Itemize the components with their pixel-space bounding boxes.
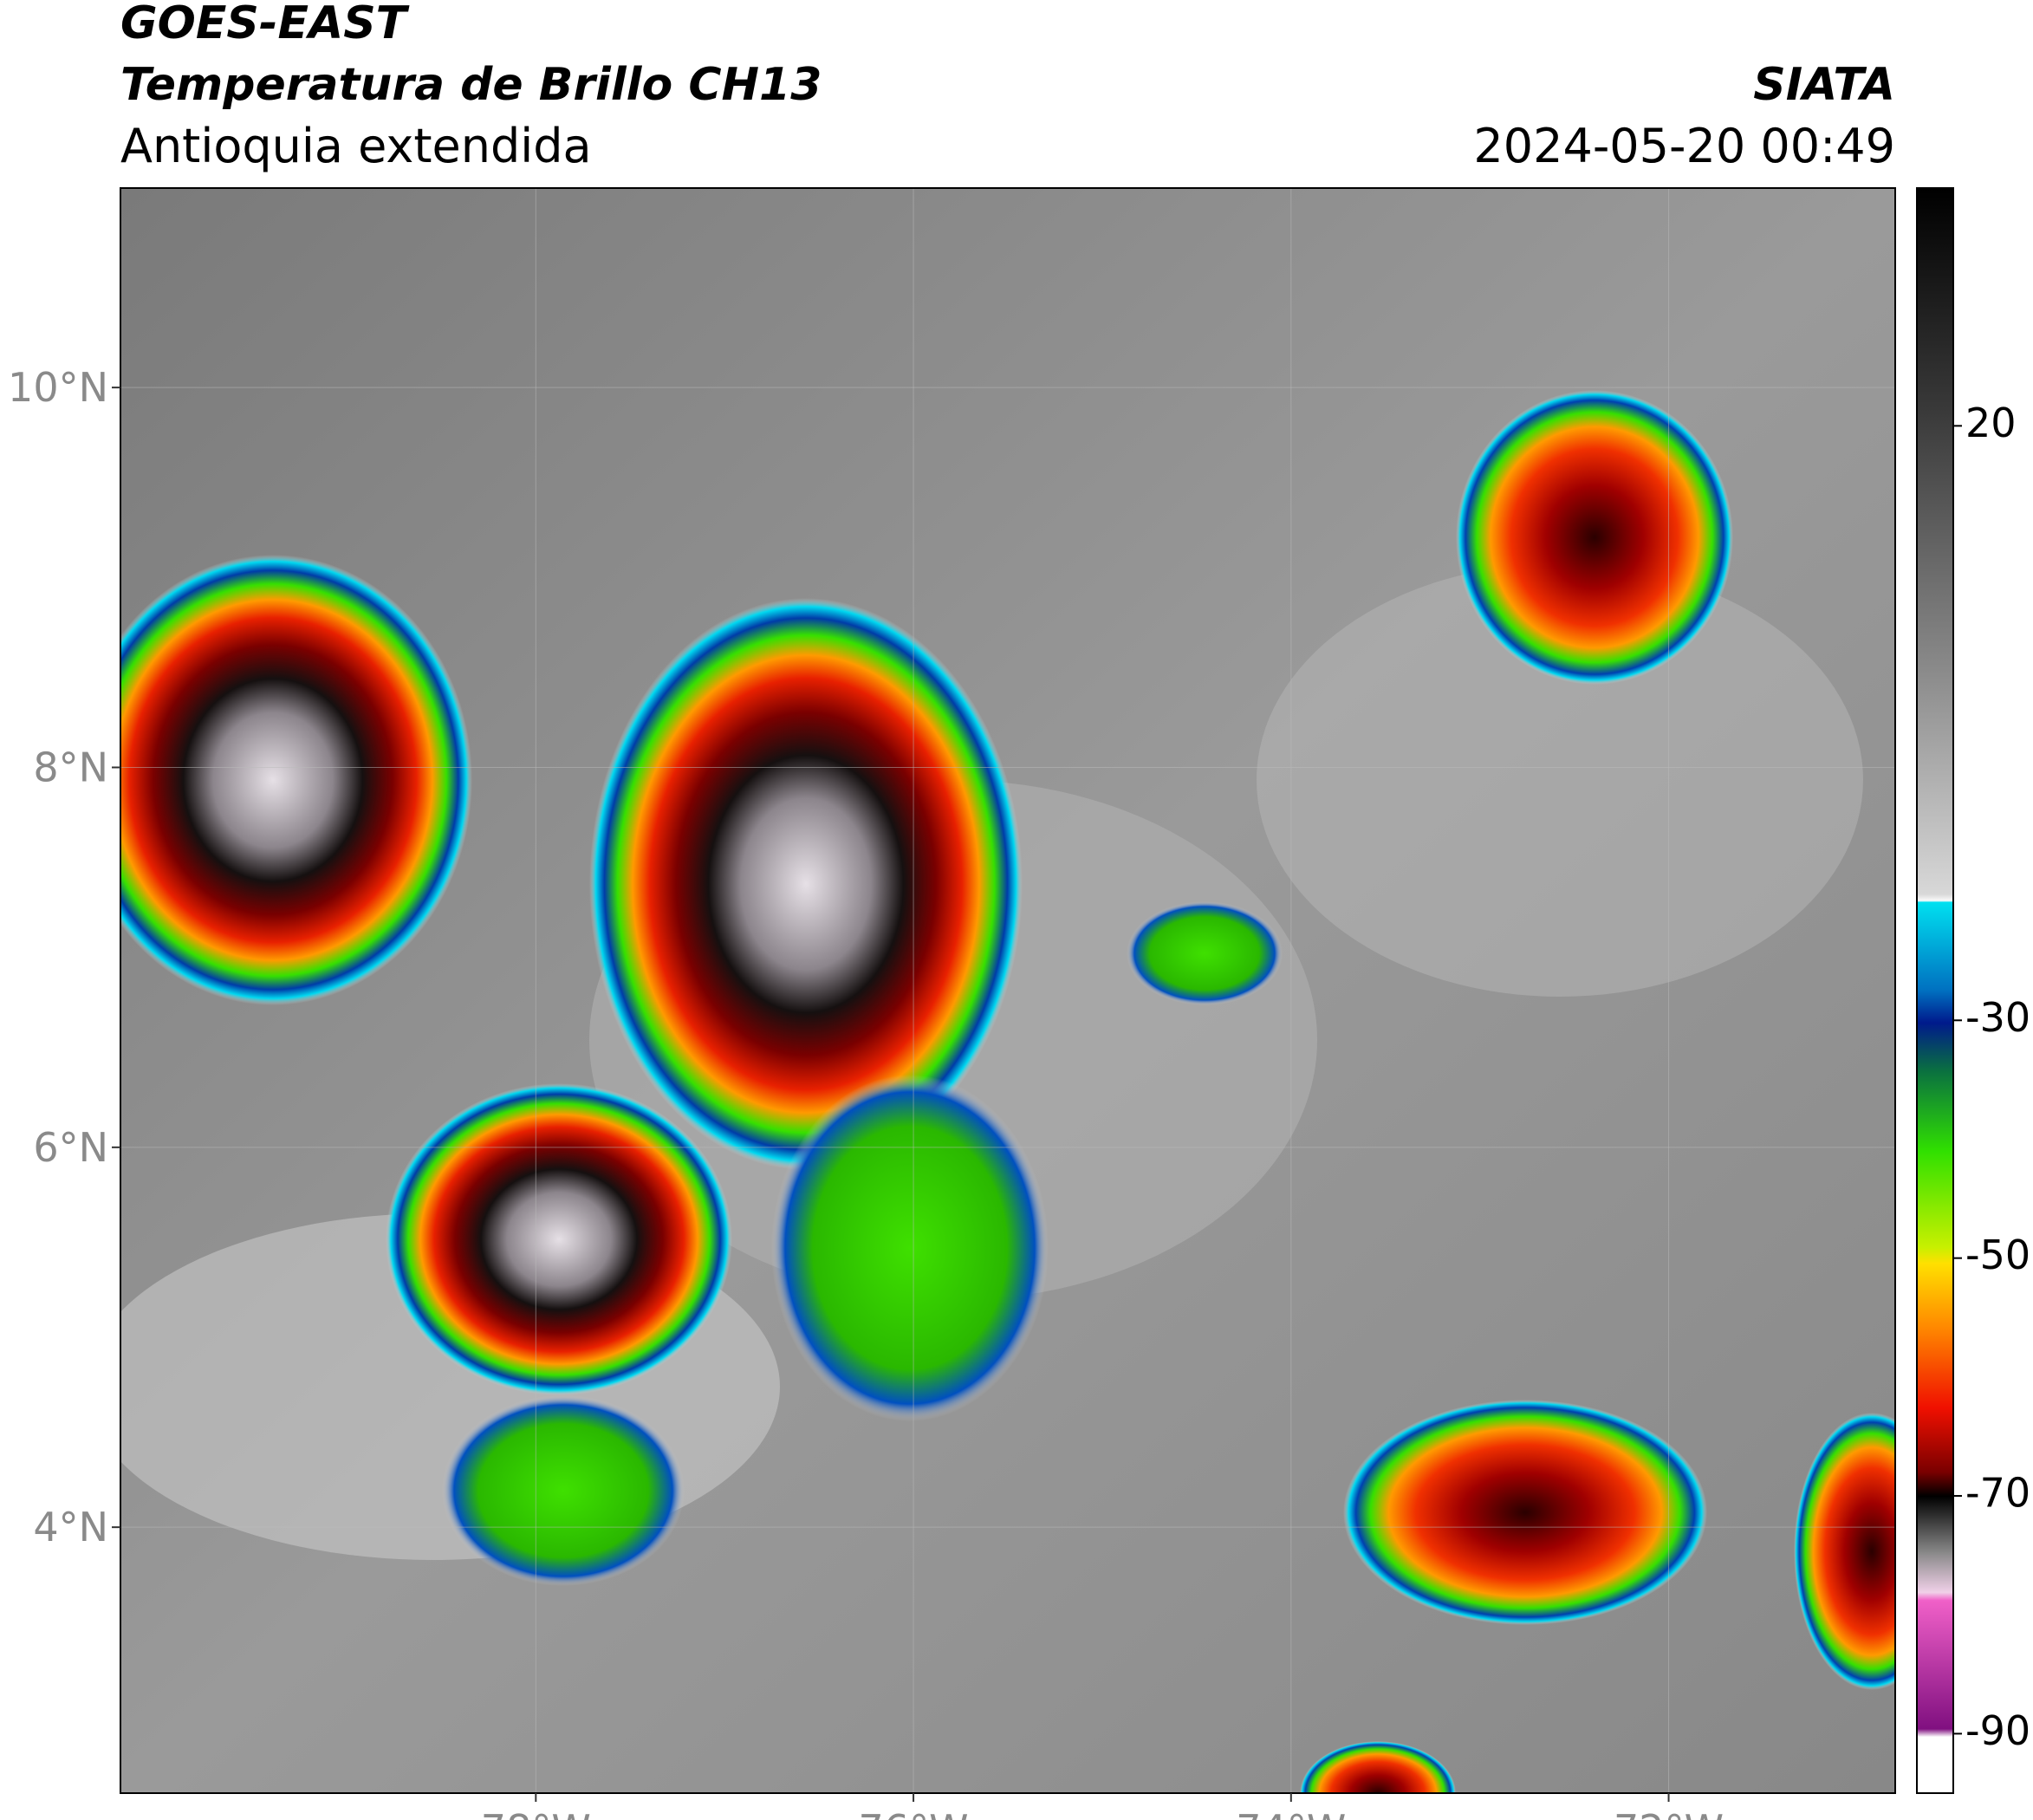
colorbar-tick-label: -30: [1965, 994, 2030, 1041]
source: SIATA: [1753, 59, 1895, 111]
region: Antioquia extendida: [120, 119, 592, 173]
subtitle: Temperatura de Brillo CH13: [120, 59, 822, 111]
datetime: 2024-05-20 00:49: [1473, 119, 1895, 173]
colorbar-tick-label: 20: [1965, 400, 2017, 446]
x-tick-label: 74°W: [1236, 1806, 1346, 1820]
y-tick-label: 6°N: [33, 1124, 108, 1171]
x-tick-label: 76°W: [859, 1806, 969, 1820]
colorbar-tick-label: -70: [1965, 1470, 2030, 1517]
x-tick-label: 78°W: [481, 1806, 591, 1820]
y-tick-label: 8°N: [33, 744, 108, 790]
y-tick-label: 10°N: [8, 364, 108, 411]
colorbar-tick-label: -90: [1965, 1707, 2030, 1754]
satellite-image: [120, 188, 1895, 1793]
map-frame: [120, 187, 1896, 1794]
x-tick-label: 72°W: [1614, 1806, 1724, 1820]
colorbar: [1916, 187, 1954, 1794]
title: GOES-EAST: [120, 0, 410, 49]
y-tick-label: 4°N: [33, 1504, 108, 1550]
colorbar-tick-label: -50: [1965, 1232, 2030, 1278]
